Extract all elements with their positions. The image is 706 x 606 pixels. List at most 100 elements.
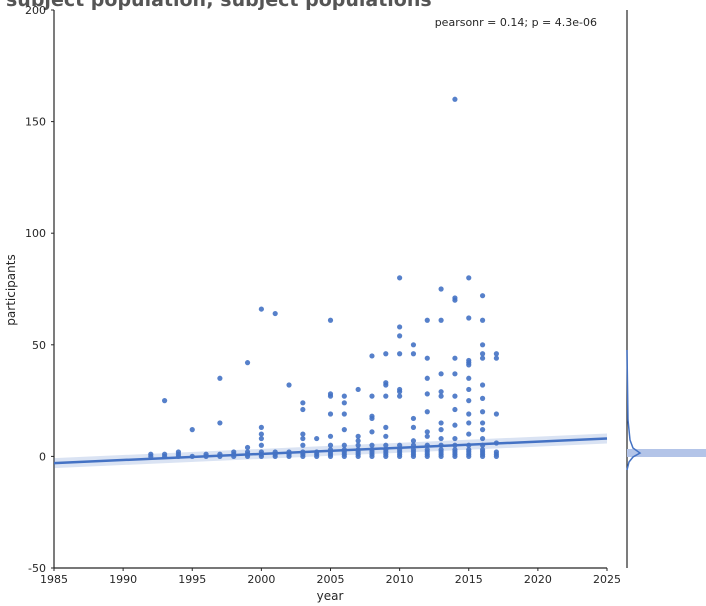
point [341, 400, 347, 406]
point [300, 435, 306, 442]
point [466, 411, 472, 417]
point [369, 353, 375, 359]
point [466, 398, 472, 404]
point [383, 449, 389, 455]
annotation: pearsonr = 0.14; p = 4.3e-06 [435, 16, 597, 29]
point [479, 317, 486, 323]
point [479, 409, 486, 415]
point [438, 427, 444, 433]
point [424, 409, 430, 415]
point [327, 393, 334, 399]
point [369, 415, 375, 422]
fit-line [53, 437, 608, 465]
x-tick-label: 2020 [524, 573, 552, 586]
point [466, 362, 472, 368]
point [438, 420, 444, 426]
point [424, 375, 430, 381]
point [355, 442, 361, 448]
point [493, 411, 499, 417]
point [479, 449, 486, 455]
point [438, 389, 444, 395]
point [438, 435, 444, 442]
point [452, 449, 458, 455]
point [355, 438, 361, 444]
point [493, 355, 499, 361]
point [479, 435, 486, 442]
point [493, 453, 499, 459]
x-axis-label: year [317, 589, 344, 603]
point [466, 315, 472, 321]
point [189, 427, 195, 433]
y-tick-label: -50 [28, 562, 46, 575]
point [410, 438, 417, 444]
point [383, 442, 389, 448]
point [479, 382, 486, 388]
point [258, 431, 264, 437]
y-axis-label: participants [4, 254, 18, 325]
point [258, 306, 264, 312]
point [300, 431, 306, 437]
point [300, 442, 306, 448]
point [424, 355, 430, 361]
point [410, 449, 417, 455]
point [438, 286, 444, 292]
point [286, 382, 292, 388]
point [424, 391, 430, 397]
point [369, 429, 375, 435]
point [272, 310, 278, 317]
marginal-density [626, 349, 642, 471]
y-tick-label: 50 [32, 339, 46, 352]
point [438, 371, 444, 377]
point [466, 449, 472, 455]
point [244, 444, 251, 451]
point [397, 449, 403, 455]
point [452, 422, 458, 428]
point [369, 449, 375, 455]
point [452, 393, 458, 399]
x-tick-label: 2005 [317, 573, 345, 586]
point [410, 342, 417, 348]
point [300, 406, 306, 413]
point [479, 355, 486, 361]
point [452, 96, 458, 102]
point [424, 449, 430, 455]
y-tick-label: 100 [25, 227, 46, 240]
point [466, 375, 472, 381]
x-tick-label: 2015 [455, 573, 483, 586]
point [479, 293, 486, 299]
point [397, 393, 403, 399]
point [258, 424, 264, 430]
point [383, 424, 389, 430]
point [175, 449, 182, 455]
point [397, 351, 403, 357]
point [479, 427, 486, 433]
point [258, 435, 264, 442]
point [466, 275, 472, 281]
point [341, 393, 347, 399]
point [397, 275, 403, 281]
x-tick-label: 1985 [40, 573, 68, 586]
point [397, 333, 403, 339]
point [327, 317, 334, 323]
point [162, 451, 168, 457]
x-tick-label: 2010 [386, 573, 414, 586]
point [327, 433, 334, 439]
point [452, 435, 458, 442]
point [341, 427, 347, 433]
point [355, 433, 361, 439]
point [397, 389, 403, 395]
y-tick-label: 150 [25, 116, 46, 129]
point [300, 400, 306, 406]
point [341, 411, 347, 417]
point [479, 395, 486, 401]
point [341, 442, 347, 448]
point [493, 351, 499, 357]
point [466, 386, 472, 393]
point [452, 297, 458, 303]
point [479, 351, 486, 357]
point [438, 449, 444, 455]
y-tick-label: 0 [39, 450, 46, 463]
point [217, 375, 223, 381]
point [383, 382, 389, 388]
